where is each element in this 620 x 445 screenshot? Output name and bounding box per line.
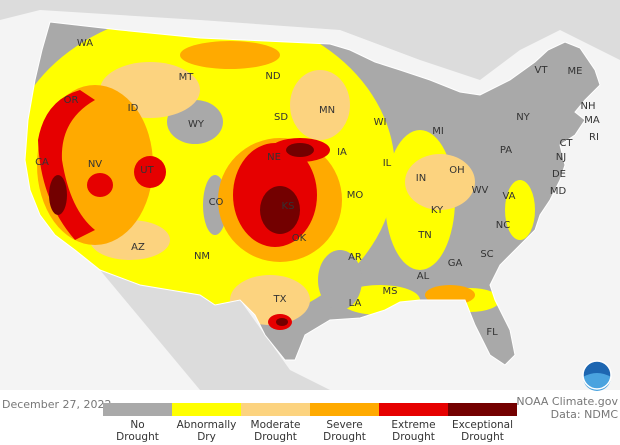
state-label: MA: [584, 115, 600, 126]
credit: NOAA Climate.gov: [516, 395, 618, 408]
state-label: IA: [337, 147, 347, 158]
state-label: SC: [480, 249, 493, 260]
legend-swatch: [310, 403, 379, 416]
state-label: WA: [77, 38, 93, 49]
state-label: NH: [581, 101, 596, 112]
state-label: KS: [282, 201, 295, 212]
legend-swatch: [103, 403, 172, 416]
area: [405, 154, 475, 210]
legend-label: Severe: [326, 419, 362, 431]
state-label: TX: [273, 294, 287, 305]
state-label: IN: [416, 173, 426, 184]
state-label: AZ: [131, 242, 145, 253]
state-label: IL: [383, 158, 392, 169]
state-label: AR: [348, 252, 362, 263]
state-label: CO: [209, 197, 224, 208]
legend-label: Extreme: [391, 419, 435, 431]
state-label: NC: [496, 220, 510, 231]
state-label: PA: [500, 145, 512, 156]
state-label: MD: [550, 186, 567, 197]
legend-label: Drought: [116, 431, 159, 443]
legend-label: No: [130, 419, 144, 431]
legend-label: Moderate: [251, 419, 301, 431]
state-label: NV: [88, 159, 102, 170]
state-label: UT: [140, 165, 154, 176]
state-label: AL: [417, 271, 430, 282]
date: December 27, 2022: [2, 398, 112, 411]
state-label: KY: [431, 205, 444, 216]
area: [318, 250, 362, 310]
state-label: NY: [516, 112, 530, 123]
state-label: CA: [35, 157, 49, 168]
state-label: OH: [449, 165, 464, 176]
state-label: RI: [589, 132, 599, 143]
legend-swatch: [448, 403, 517, 416]
noaa-logo: [582, 360, 612, 391]
legend-label: Drought: [461, 431, 504, 443]
state-label: VA: [502, 191, 515, 202]
area: [49, 175, 67, 215]
state-label: ID: [128, 103, 139, 114]
area: [290, 70, 350, 140]
state-label: NJ: [556, 152, 566, 163]
legend-swatch: [172, 403, 241, 416]
area: [134, 156, 166, 188]
state-label: NM: [194, 251, 210, 262]
area: [260, 186, 300, 234]
state-label: SD: [274, 112, 288, 123]
state-label: WY: [188, 119, 205, 130]
state-label: FL: [486, 327, 498, 338]
legend-label: Drought: [323, 431, 366, 443]
state-label: WV: [472, 185, 489, 196]
canada: [0, 0, 620, 80]
state-label: WI: [374, 117, 387, 128]
area: [87, 173, 113, 197]
state-label: MN: [319, 105, 335, 116]
legend-label: Abnormally: [177, 419, 237, 431]
legend-swatch: [379, 403, 448, 416]
state-label: GA: [448, 258, 463, 269]
state-label: MS: [383, 286, 398, 297]
legend-label: Drought: [392, 431, 435, 443]
area: [505, 180, 535, 240]
state-label: TN: [417, 230, 432, 241]
state-label: MO: [347, 190, 364, 201]
state-label: NE: [267, 152, 281, 163]
state-label: VT: [535, 65, 549, 76]
mexico: [100, 270, 330, 390]
legend-label: Dry: [197, 431, 216, 443]
state-label: OK: [292, 233, 307, 244]
state-label: LA: [349, 298, 362, 309]
state-label: CT: [559, 138, 573, 149]
credit: Data: NDMC: [551, 408, 619, 421]
legend-label: Drought: [254, 431, 297, 443]
state-label: ME: [568, 66, 583, 77]
area: [286, 143, 314, 157]
state-label: DE: [552, 169, 566, 180]
state-label: MT: [179, 72, 195, 83]
legend-label: Exceptional: [452, 419, 513, 431]
area: [180, 41, 280, 69]
state-label: MI: [432, 126, 444, 137]
state-label: ND: [265, 71, 280, 82]
legend-swatch: [241, 403, 310, 416]
area: [276, 318, 288, 326]
state-label: OR: [64, 95, 79, 106]
